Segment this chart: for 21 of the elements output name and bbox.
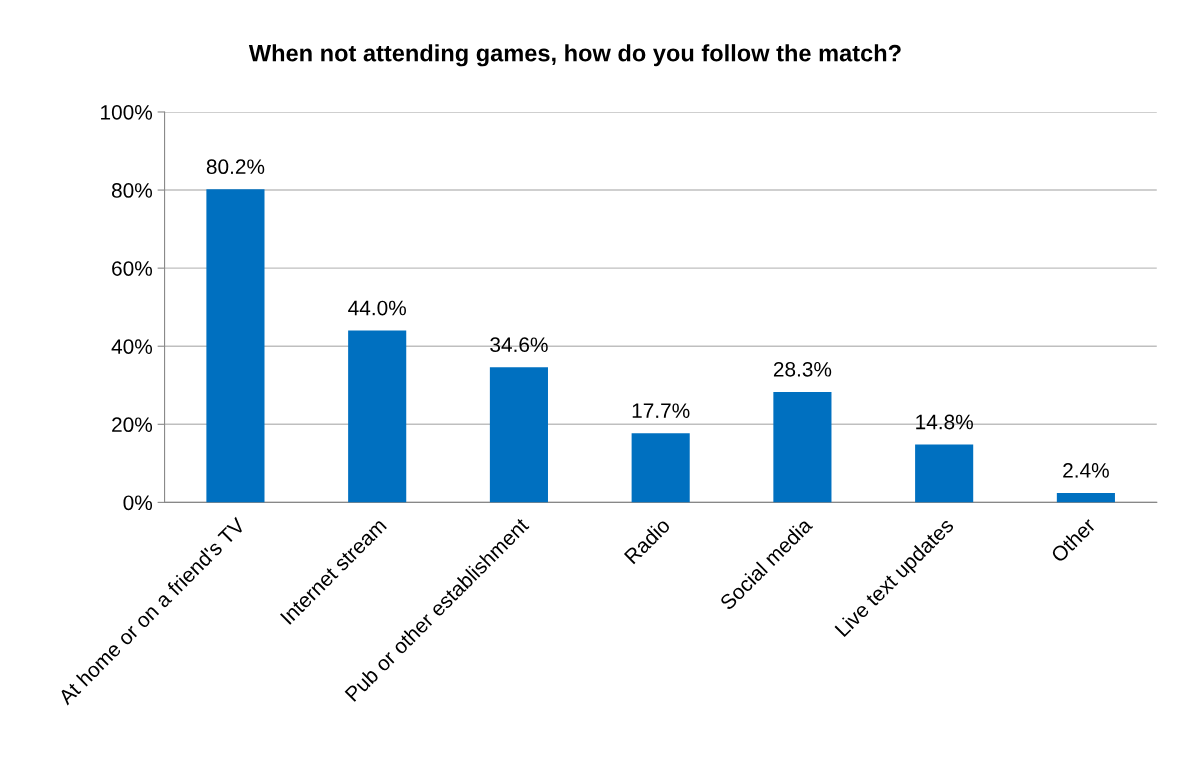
y-tick-label: 100% — [101, 104, 153, 120]
y-tick-label: 0% — [123, 495, 153, 511]
bar — [206, 189, 265, 503]
bar — [915, 444, 974, 503]
bar — [348, 330, 407, 503]
bar — [1056, 493, 1115, 503]
data-label: 34.6% — [490, 337, 548, 353]
data-label: 80.2% — [206, 159, 265, 175]
data-label: 28.3% — [773, 361, 832, 377]
bar — [489, 367, 548, 503]
chart-title: When not attending games, how do you follow the match? — [248, 44, 901, 67]
y-tick-label: 80% — [111, 183, 153, 198]
data-label: 44.0% — [348, 300, 406, 316]
bar — [773, 391, 832, 503]
bar — [631, 433, 690, 503]
y-tick-label: 20% — [112, 417, 153, 433]
data-label: 2.4% — [1063, 463, 1109, 478]
y-tick-label: 60% — [112, 261, 153, 276]
data-label: 14.8% — [916, 414, 973, 430]
y-tick-label: 40% — [111, 339, 153, 354]
data-label: 17.7% — [632, 403, 690, 418]
